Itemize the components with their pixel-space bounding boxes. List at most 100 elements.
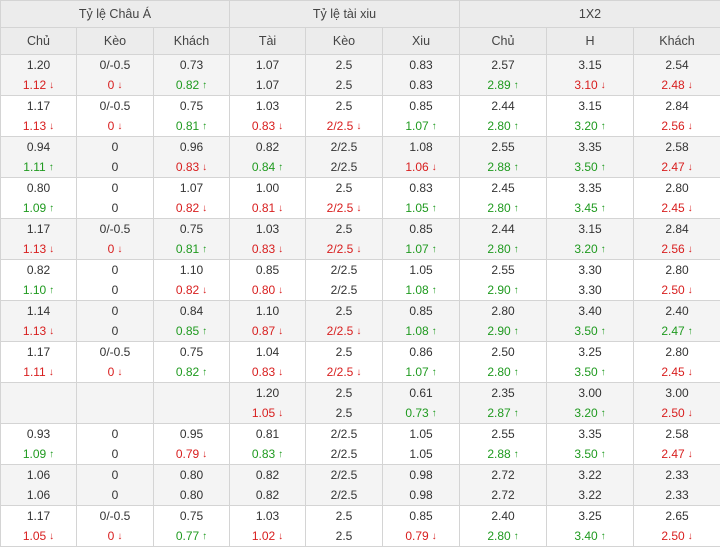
odds-value: 2.80 xyxy=(665,181,688,195)
live-odds: 3.45↑ xyxy=(547,198,633,218)
live-odds: 2.47↓ xyxy=(634,444,720,464)
odds-value: 0.85 xyxy=(409,222,432,236)
initial-odds: 1.17 xyxy=(1,96,76,116)
initial-odds: 2/2.5 xyxy=(306,260,382,280)
initial-odds: 0 xyxy=(77,301,153,321)
arrow-up-icon: ↑ xyxy=(601,363,606,383)
odds-value: 0.85 xyxy=(409,99,432,113)
odds-value: 1.17 xyxy=(27,345,50,359)
initial-odds: 2.45 xyxy=(460,178,546,198)
live-odds: 0.79↓ xyxy=(383,526,459,546)
live-odds: 2.80↑ xyxy=(460,239,546,259)
odds-value: 0 xyxy=(112,160,119,174)
live-odds: 3.20↑ xyxy=(547,116,633,136)
initial-odds: 2.58 xyxy=(634,137,720,157)
initial-odds: 1.14 xyxy=(1,301,76,321)
odds-value: 3.22 xyxy=(578,488,601,502)
odds-value: 1.05 xyxy=(23,529,46,543)
header-column-row: Chủ Kèo Khách Tài Kèo Xiu Chủ H Khách xyxy=(1,28,720,55)
arrow-down-icon: ↓ xyxy=(688,240,693,260)
live-odds: 1.08↑ xyxy=(383,280,459,300)
odds-value: 0.84 xyxy=(252,160,275,174)
odds-value: 0/-0.5 xyxy=(100,58,131,72)
live-odds: 0.84↑ xyxy=(230,157,305,177)
arrow-down-icon: ↓ xyxy=(278,240,283,260)
arrow-down-icon: ↓ xyxy=(601,76,606,96)
odds-value: 1.10 xyxy=(180,263,203,277)
odds-value: 3.50 xyxy=(574,160,597,174)
odds-value: 3.40 xyxy=(574,529,597,543)
odds-value: 2/2.5 xyxy=(331,283,358,297)
col-home: Chủ xyxy=(1,28,77,55)
odds-value: 1.17 xyxy=(27,99,50,113)
live-odds: 2.72 xyxy=(460,485,546,505)
initial-odds: 0.93 xyxy=(1,424,76,444)
odds-value: 1.04 xyxy=(256,345,279,359)
odds-value: 2.45 xyxy=(661,201,684,215)
arrow-up-icon: ↑ xyxy=(49,158,54,178)
initial-odds: 1.17 xyxy=(1,342,76,362)
odds-value: 2.5 xyxy=(336,345,353,359)
live-odds: 2.5 xyxy=(306,403,382,423)
odds-value: 2.40 xyxy=(491,509,514,523)
live-odds: 2.5 xyxy=(306,526,382,546)
live-odds: 2.56↓ xyxy=(634,116,720,136)
odds-value: 1.13 xyxy=(23,324,46,338)
odds-value: 2/2.5 xyxy=(327,324,354,338)
initial-odds: 2.55 xyxy=(460,424,546,444)
odds-value: 2.5 xyxy=(336,529,353,543)
live-odds: 2/2.5↓ xyxy=(306,362,382,382)
arrow-down-icon: ↓ xyxy=(356,240,361,260)
arrow-up-icon: ↑ xyxy=(601,404,606,424)
arrow-down-icon: ↓ xyxy=(432,158,437,178)
initial-odds: 0/-0.5 xyxy=(77,219,153,239)
initial-odds: 0.82 xyxy=(1,260,76,280)
initial-odds: 0.85 xyxy=(383,96,459,116)
arrow-down-icon: ↓ xyxy=(688,281,693,301)
live-odds: 0.82↑ xyxy=(154,362,229,382)
arrow-up-icon: ↑ xyxy=(202,363,207,383)
live-odds: 0.85↑ xyxy=(154,321,229,341)
live-odds: 0↓ xyxy=(77,116,153,136)
initial-odds: 2.55 xyxy=(460,260,546,280)
live-odds: 2/2.5 xyxy=(306,280,382,300)
odds-value: 2.5 xyxy=(336,509,353,523)
arrow-up-icon: ↑ xyxy=(601,527,606,547)
odds-value: 1.07 xyxy=(405,119,428,133)
live-odds: 0.80 xyxy=(154,485,229,505)
arrow-up-icon: ↑ xyxy=(688,322,693,342)
odds-value: 2.5 xyxy=(336,78,353,92)
live-odds: 0.98 xyxy=(383,485,459,505)
live-odds: 2.89↑ xyxy=(460,75,546,95)
odds-value: 2.84 xyxy=(665,99,688,113)
arrow-up-icon: ↑ xyxy=(49,445,54,465)
odds-value: 3.35 xyxy=(578,427,601,441)
odds-value: 2/2.5 xyxy=(327,365,354,379)
odds-value: 3.20 xyxy=(574,119,597,133)
odds-value: 1.20 xyxy=(256,386,279,400)
live-odds: 2.80↑ xyxy=(460,116,546,136)
live-odds: 2.47↑ xyxy=(634,321,720,341)
initial-odds: 3.25 xyxy=(547,342,633,362)
arrow-down-icon: ↓ xyxy=(202,158,207,178)
odds-value: 0.82 xyxy=(256,140,279,154)
odds-value: 1.05 xyxy=(252,406,275,420)
odds-value: 3.50 xyxy=(574,365,597,379)
odds-value: 2.50 xyxy=(661,529,684,543)
initial-odds: 2/2.5 xyxy=(306,465,382,485)
initial-odds: 0.85 xyxy=(383,301,459,321)
live-odds: 2.50↓ xyxy=(634,526,720,546)
